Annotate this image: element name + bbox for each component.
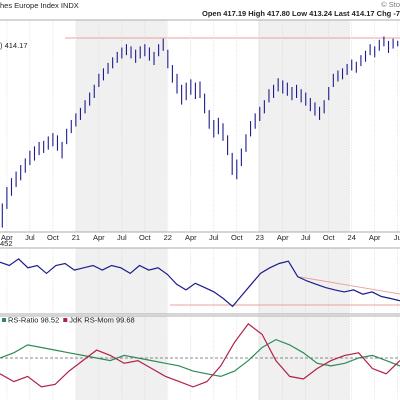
year-band xyxy=(76,248,167,314)
x-tick-label: Oct xyxy=(139,233,152,242)
x-tick-label: Oct xyxy=(47,233,60,242)
x-tick-label: Jul xyxy=(117,233,127,242)
legend-swatch xyxy=(63,318,68,322)
x-tick-label: Jul xyxy=(25,233,35,242)
x-tick-label: 22 xyxy=(164,233,172,242)
x-tick-label: Apr xyxy=(185,233,197,242)
x-tick-label: Jul xyxy=(301,233,311,242)
year-band xyxy=(258,20,350,232)
trend-line xyxy=(299,276,400,295)
credit: © Sto xyxy=(381,0,400,9)
ohlc-summary: Open 417.19 High 417.80 Low 413.24 Last … xyxy=(202,9,400,18)
x-tick-label: Apr xyxy=(277,233,289,242)
x-tick-label: 23 xyxy=(256,233,264,242)
x-tick-label: Ju xyxy=(394,233,400,242)
series-line xyxy=(0,323,400,388)
chart-title: hes Europe Index INDX xyxy=(0,1,79,10)
relative-panel xyxy=(0,247,400,315)
series-line xyxy=(0,338,400,378)
x-tick-label: Oct xyxy=(231,233,244,242)
x-tick-label: Oct xyxy=(323,233,336,242)
legend-label: RS-Ratio 98.52 xyxy=(8,315,59,324)
x-tick-label: Jul xyxy=(209,233,219,242)
rrg-panel xyxy=(0,315,400,317)
relative-label: 452 xyxy=(0,239,13,248)
x-tick-label: Apr xyxy=(369,233,381,242)
year-band xyxy=(258,316,350,400)
x-tick-label: 24 xyxy=(348,233,356,242)
price-legend: ) 414.17 xyxy=(0,41,28,50)
legend-label: JdK RS-Mom 99.68 xyxy=(69,315,134,324)
series-line xyxy=(0,258,400,308)
price-panel xyxy=(0,19,400,233)
x-tick-label: Apr xyxy=(93,233,105,242)
marks: Apr Jul Oct 21 Apr Jul Oct 22 Apr Jul Oct 23 Apr Jul O… xyxy=(0,20,400,400)
year-band xyxy=(258,248,350,314)
x-tick-label: 21 xyxy=(72,233,80,242)
legend-swatch xyxy=(2,318,6,322)
x-tick-label: Apr xyxy=(1,233,13,242)
